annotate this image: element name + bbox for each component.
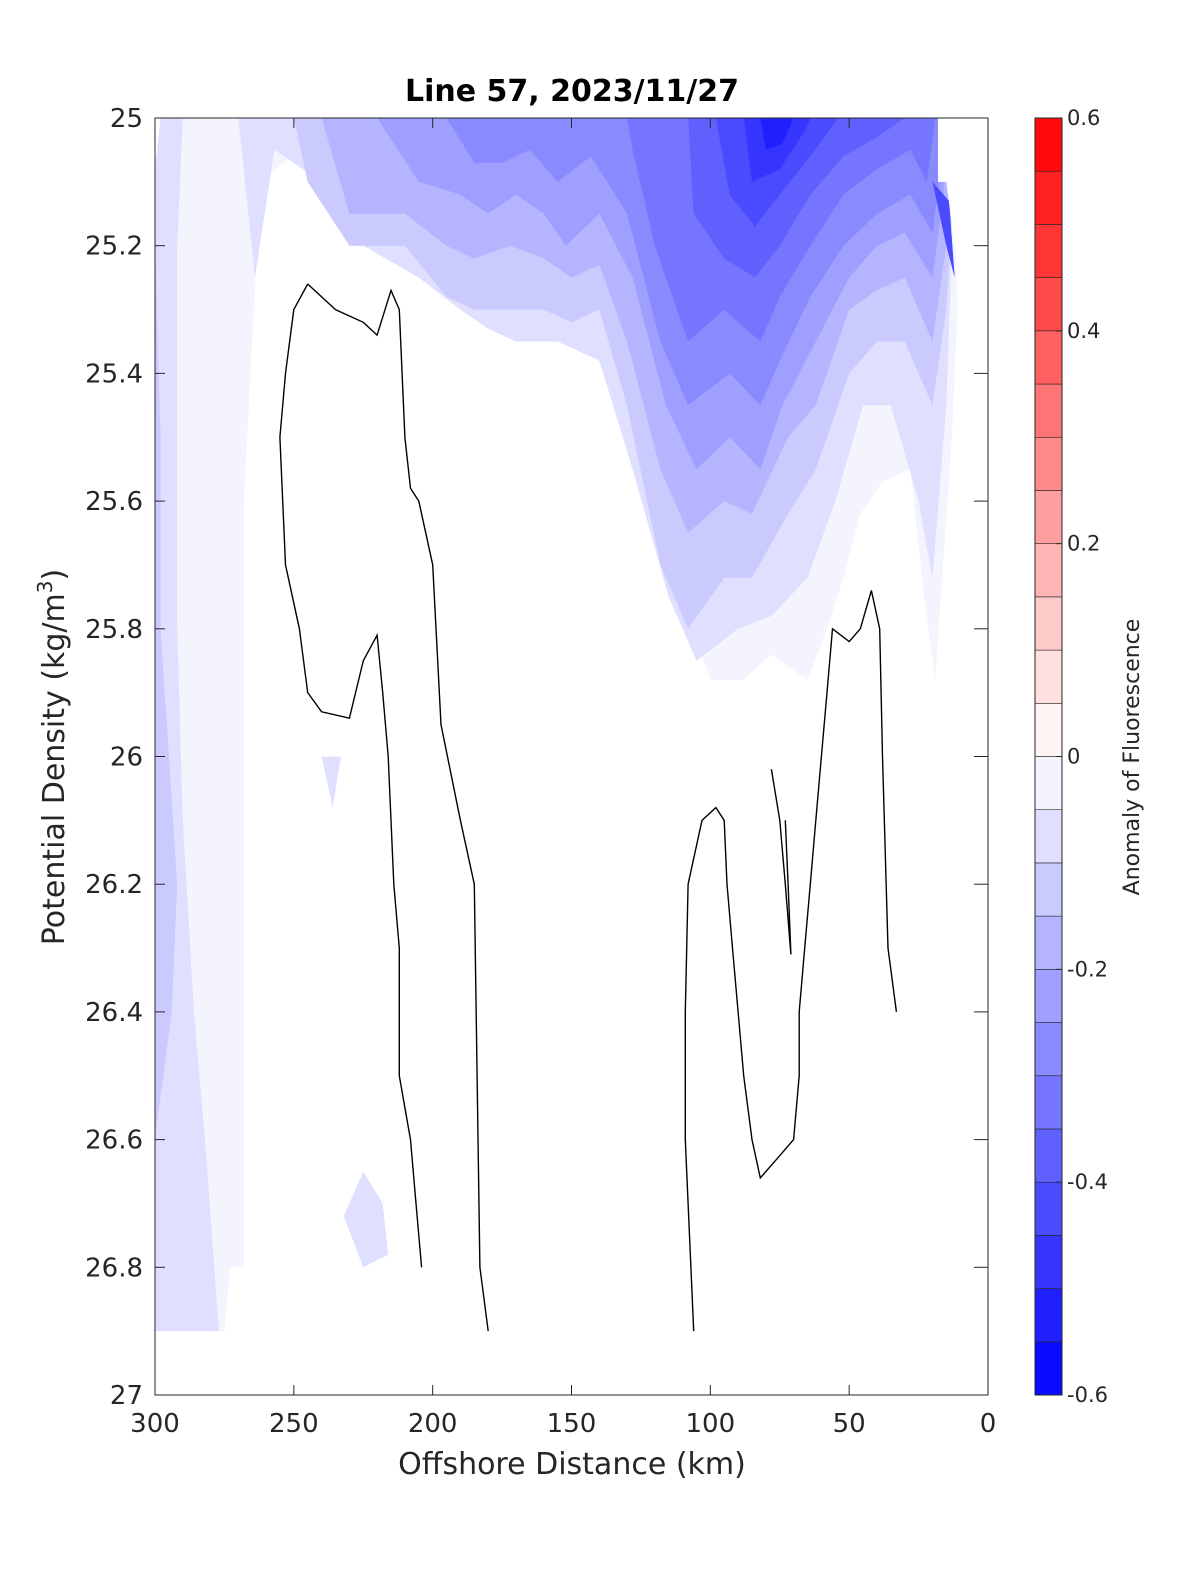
colorbar-swatch — [1034, 117, 1063, 172]
colorbar-tick-label: -0.6 — [1067, 1383, 1108, 1407]
y-tick-label: 26.4 — [85, 998, 143, 1028]
contour-fill-region — [321, 756, 341, 808]
colorbar-tick-label: -0.4 — [1067, 1170, 1108, 1194]
x-tick-label: 0 — [980, 1409, 997, 1439]
zero-contour-line — [770, 769, 792, 955]
colorbar-tick-label: -0.2 — [1067, 957, 1108, 981]
contour-fills — [155, 118, 958, 1332]
zero-contour-line — [687, 590, 898, 1180]
colorbar-swatch — [1034, 596, 1063, 651]
zero-contours — [279, 283, 898, 1332]
colorbar-swatch — [1034, 862, 1063, 917]
y-tick-label: 25.2 — [85, 232, 143, 262]
x-tick-label: 250 — [269, 1409, 319, 1439]
colorbar-swatch — [1034, 1235, 1063, 1289]
y-tick-label: 26.8 — [85, 1253, 143, 1283]
y-axis-title-main: Potential Density (kg/m — [37, 593, 72, 945]
no-data-regions — [155, 118, 988, 757]
colorbar-swatch — [1034, 436, 1063, 491]
contour-fill-region — [715, 118, 839, 227]
colorbar-ticks: -0.6 -0.4 -0.2 0 0.2 0.4 0.6 — [1056, 106, 1108, 1407]
plot-area — [155, 118, 988, 1395]
colorbar-tick-label: 0 — [1067, 745, 1080, 769]
colorbar-swatch — [1034, 1288, 1063, 1343]
y-tick-label: 25 — [110, 104, 143, 134]
colorbar-tick-label: 0.6 — [1067, 106, 1100, 130]
colorbar-tick-label: 0.2 — [1067, 532, 1100, 556]
chart-title: Line 57, 2023/11/27 — [405, 74, 739, 109]
contour-fill-region — [743, 118, 811, 182]
x-tick-label: 100 — [686, 1409, 736, 1439]
zero-contour-line — [684, 884, 695, 1332]
no-data-region — [938, 118, 961, 278]
colorbar-swatch — [1034, 1075, 1063, 1130]
y-tick-label: 25.4 — [85, 359, 143, 389]
colorbar-swatch — [1034, 1181, 1063, 1236]
colorbar-swatch — [1034, 969, 1063, 1023]
colorbar-swatch — [1034, 809, 1063, 864]
y-tick-label: 27 — [110, 1381, 143, 1411]
colorbar-swatch — [1034, 702, 1063, 757]
colorbar-swatch — [1034, 1022, 1063, 1077]
colorbar-swatch — [1034, 490, 1063, 544]
colorbar-swatch — [1034, 1341, 1063, 1396]
colorbar-swatch — [1034, 170, 1063, 225]
colorbar-tick-label: 0.4 — [1067, 319, 1100, 343]
colorbar-swatch — [1034, 277, 1063, 332]
colorbar-swatch — [1034, 383, 1063, 438]
x-tick-label: 50 — [833, 1409, 866, 1439]
contour-fill-region — [760, 118, 794, 150]
colorbar-swatch — [1034, 915, 1063, 970]
y-tick-label: 25.6 — [85, 487, 143, 517]
colorbar-swatch — [1034, 756, 1063, 811]
x-tick-label: 300 — [130, 1409, 180, 1439]
contour-fill-region — [155, 118, 219, 1332]
x-tick-label: 200 — [408, 1409, 458, 1439]
x-axis: 300 250 200 150 100 50 0 — [130, 118, 996, 1439]
colorbar-swatch — [1034, 543, 1063, 598]
colorbar-title: Anomaly of Fluorescence — [1120, 619, 1145, 896]
colorbar-swatch — [1034, 330, 1063, 385]
contour-fill-region — [155, 245, 178, 1140]
zero-contour-line — [279, 283, 423, 1268]
contour-fill-region — [932, 181, 955, 278]
no-data-region — [949, 373, 988, 757]
y-tick-label: 26.2 — [85, 870, 143, 900]
no-data-region — [155, 118, 161, 170]
x-axis-title: Offshore Distance (km) — [398, 1447, 746, 1482]
zero-contour-line — [307, 283, 489, 1332]
colorbar-swatch — [1034, 1128, 1063, 1183]
colorbar-swatches — [1034, 117, 1063, 1396]
y-axis-title: Potential Density (kg/m3) — [33, 569, 72, 945]
colorbar-swatch — [1034, 649, 1063, 704]
colorbar: -0.6 -0.4 -0.2 0 0.2 0.4 0.6 Anomaly of Fluore… — [1034, 106, 1145, 1407]
y-axis: 25 25.2 25.4 25.6 25.8 26 26.2 26.4 26.6 26.8 27 — [85, 104, 988, 1411]
y-axis-title-exponent: 3 — [33, 580, 57, 593]
y-tick-label: 26 — [110, 743, 143, 773]
x-tick-label: 150 — [547, 1409, 597, 1439]
colorbar-swatch — [1034, 224, 1063, 278]
y-axis-title-close: ) — [37, 569, 72, 581]
y-tick-label: 25.8 — [85, 615, 143, 645]
contour-fill-region — [343, 1171, 389, 1268]
y-tick-label: 26.6 — [85, 1126, 143, 1156]
